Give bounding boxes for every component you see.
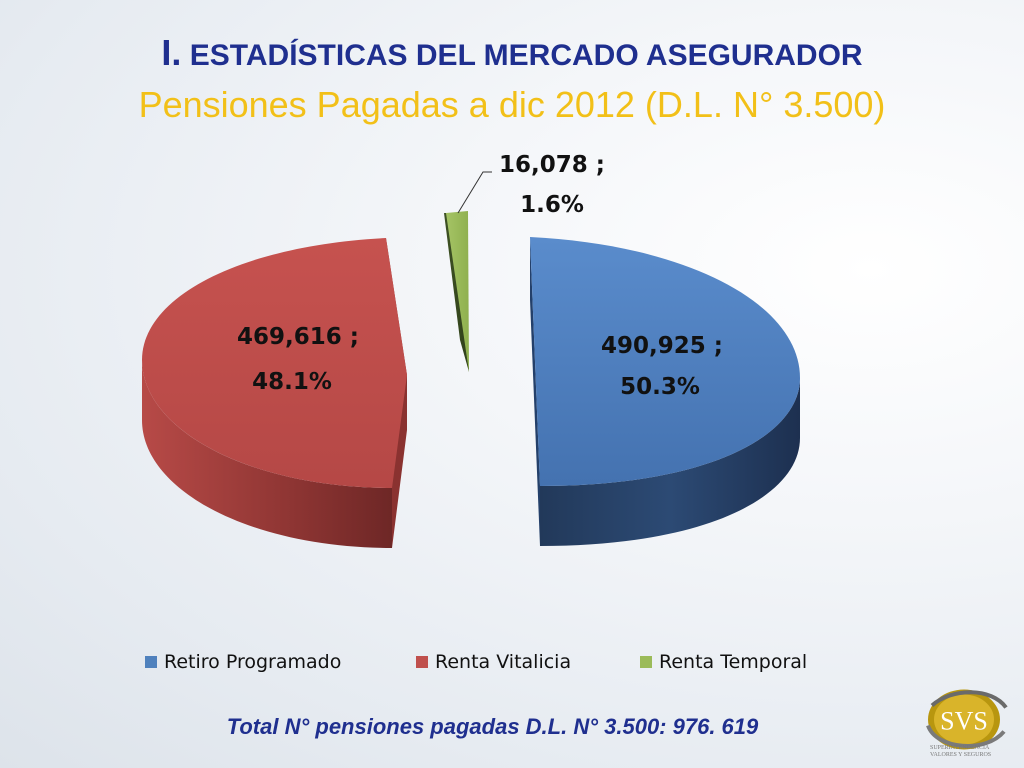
svs-logo-text: SVS	[940, 707, 988, 736]
slide-title: I. ESTADÍSTICAS DEL MERCADO ASEGURADOR	[0, 32, 1024, 74]
label-retiro-programado-percent: 50.3%	[620, 374, 700, 400]
slice-retiro-programado-side	[540, 378, 800, 546]
chart-legend: Retiro Programado Renta Vitalicia Renta …	[0, 651, 1024, 677]
slice-retiro-programado	[530, 237, 800, 486]
slice-retiro-programado-wall	[530, 237, 540, 546]
slice-renta-vitalicia	[142, 238, 407, 488]
slice-renta-vitalicia-side	[142, 360, 392, 548]
slide-title-numeral: I.	[161, 32, 182, 73]
legend-item-renta-temporal: Renta Temporal	[640, 651, 807, 673]
label-renta-vitalicia-percent: 48.1%	[252, 369, 332, 395]
logo-caption-line: SUPERINTENDENCIA	[930, 745, 990, 751]
renta-temporal-leader-line	[457, 171, 492, 214]
label-retiro-programado-value: 490,925 ;	[601, 333, 723, 359]
legend-label: Retiro Programado	[164, 651, 342, 673]
slice-renta-temporal	[446, 211, 469, 372]
pie-chart: 16,078 ; 1.6% 469,616 ; 48.1% 490,925 ; …	[142, 152, 800, 548]
slide-subtitle: Pensiones Pagadas a dic 2012 (D.L. N° 3.…	[138, 84, 886, 125]
legend-label: Renta Vitalicia	[435, 651, 572, 673]
legend-item-renta-vitalicia: Renta Vitalicia	[416, 651, 571, 673]
label-renta-temporal-value: 16,078 ;	[499, 152, 605, 178]
legend-swatch-red	[416, 656, 428, 668]
label-renta-temporal-percent: 1.6%	[520, 192, 584, 218]
legend-swatch-green	[640, 656, 652, 668]
slide-title-text: ESTADÍSTICAS DEL MERCADO ASEGURADOR	[189, 39, 863, 72]
total-pensions-text: Total N° pensiones pagadas D.L. N° 3.500…	[226, 714, 759, 739]
logo-caption-line: VALORES Y SEGUROS	[930, 752, 992, 758]
legend-label: Renta Temporal	[659, 651, 808, 673]
svs-logo: SVS	[926, 689, 1008, 750]
logo-caption: SUPERINTENDENCIA VALORES Y SEGUROS	[930, 745, 1010, 759]
slice-renta-temporal-side	[444, 213, 469, 372]
legend-item-retiro-programado: Retiro Programado	[145, 651, 341, 673]
legend-swatch-blue	[145, 656, 157, 668]
label-renta-vitalicia-value: 469,616 ;	[237, 324, 359, 350]
